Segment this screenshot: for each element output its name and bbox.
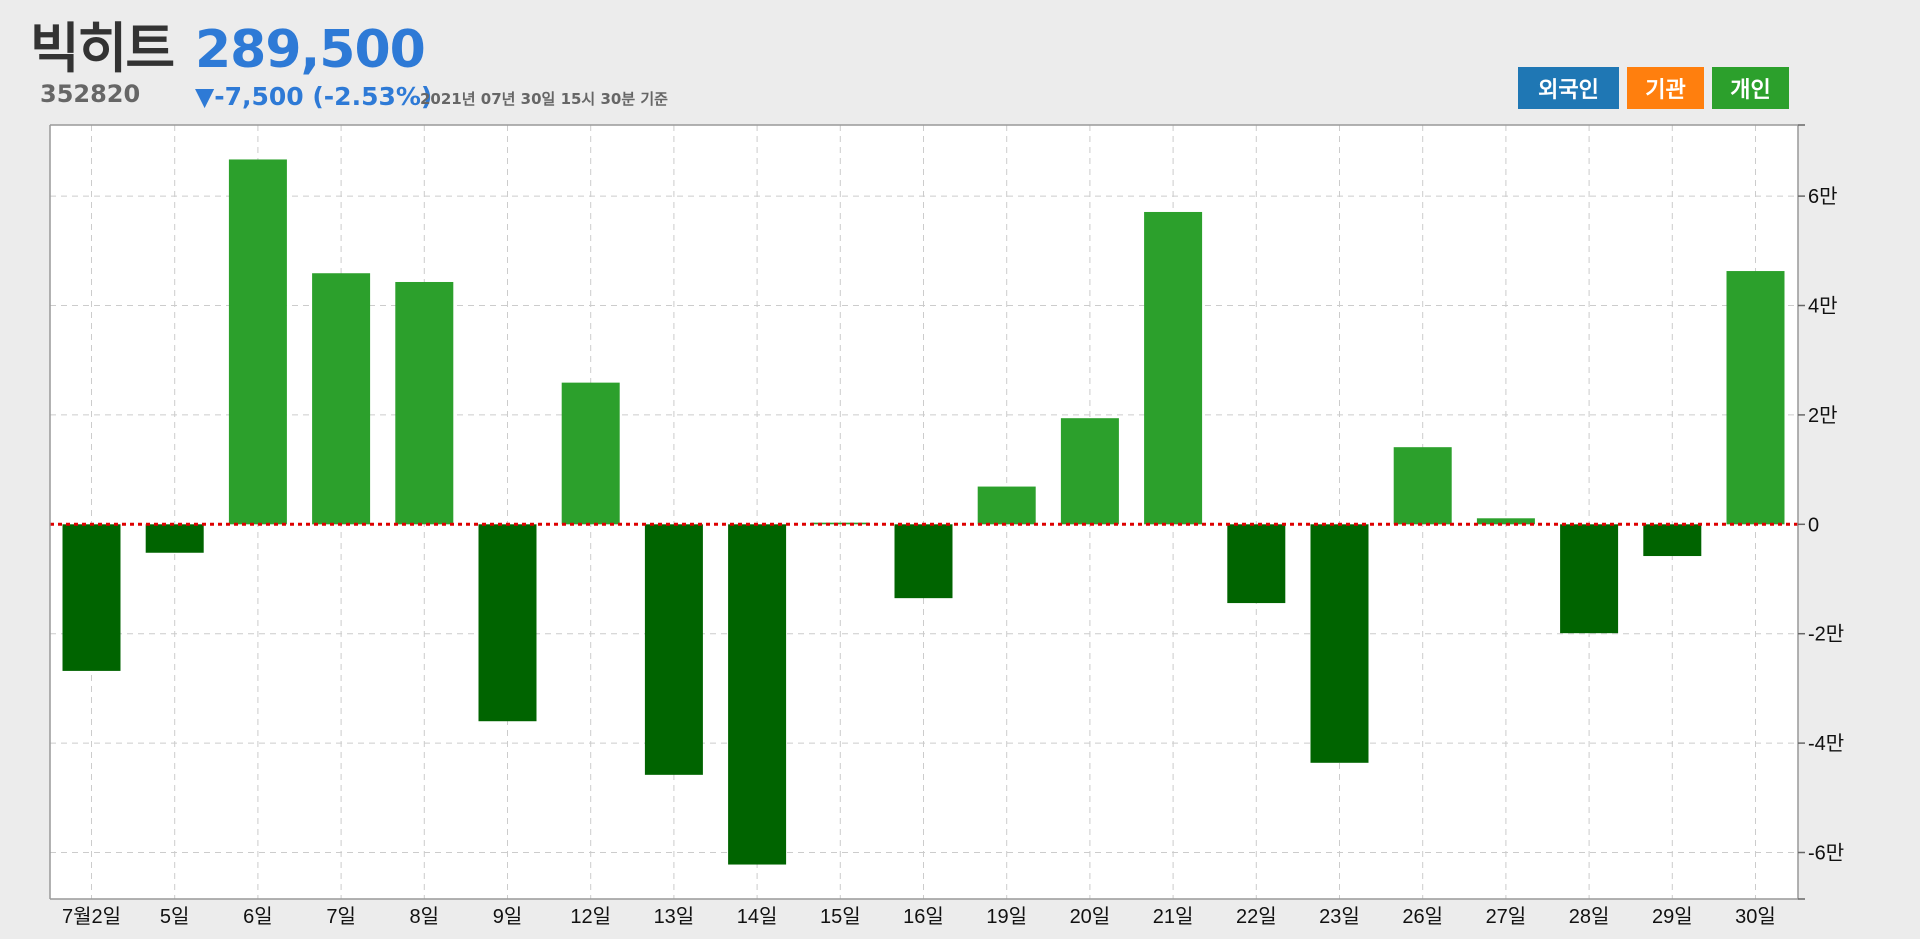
x-tick-label: 9일 — [493, 905, 523, 928]
bar — [1643, 524, 1702, 557]
x-tick-label: 30일 — [1735, 905, 1776, 928]
bar — [894, 524, 953, 599]
x-tick-label: 13일 — [654, 905, 695, 928]
x-tick-label: 6일 — [243, 905, 273, 928]
x-tick-label: 29일 — [1652, 905, 1693, 928]
bar — [1144, 211, 1203, 525]
legend-individual-button[interactable]: 개인 — [1712, 67, 1789, 109]
y-tick-label: -6만 — [1808, 842, 1844, 865]
bar — [312, 273, 371, 525]
x-tick-label: 19일 — [986, 905, 1027, 928]
y-tick-label: 4만 — [1808, 295, 1838, 318]
bar — [1476, 518, 1535, 525]
x-tick-label: 12일 — [570, 905, 611, 928]
bar — [62, 524, 121, 671]
x-tick-label: 14일 — [737, 905, 778, 928]
bar — [1227, 524, 1286, 604]
bar — [1310, 524, 1369, 763]
bar — [1560, 524, 1619, 634]
x-tick-label: 26일 — [1402, 905, 1443, 928]
price-change: ▼-7,500 (-2.53%) — [195, 82, 433, 111]
x-tick-label: 23일 — [1319, 905, 1360, 928]
y-tick-label: 6만 — [1808, 185, 1838, 208]
x-tick-label: 21일 — [1153, 905, 1194, 928]
bar — [145, 524, 204, 553]
bar — [478, 524, 537, 722]
x-tick-label: 16일 — [903, 905, 944, 928]
bar — [811, 522, 870, 525]
timestamp: 2021년 07년 30일 15시 30분 기준 — [420, 90, 668, 108]
bar — [395, 281, 454, 525]
legend-foreign-button[interactable]: 외국인 — [1518, 67, 1619, 109]
x-tick-label: 7월2일 — [62, 905, 121, 928]
x-tick-label: 5일 — [160, 905, 190, 928]
x-tick-label: 8일 — [410, 905, 440, 928]
bar — [977, 486, 1036, 525]
bar — [644, 524, 703, 775]
stock-code: 352820 — [40, 80, 141, 108]
x-tick-label: 28일 — [1569, 905, 1610, 928]
bar — [228, 159, 287, 525]
x-tick-label: 20일 — [1070, 905, 1111, 928]
stock-name: 빅히트 — [30, 17, 175, 80]
y-tick-label: -2만 — [1808, 623, 1844, 646]
bar — [1060, 418, 1119, 525]
investor-legend: 외국인 기관 개인 — [1518, 67, 1789, 109]
bar — [1393, 447, 1452, 525]
x-tick-label: 15일 — [820, 905, 861, 928]
bar — [561, 382, 620, 525]
y-tick-label: 2만 — [1808, 404, 1838, 427]
bar — [1726, 271, 1785, 525]
legend-institution-button[interactable]: 기관 — [1627, 67, 1704, 109]
y-tick-label: 0 — [1808, 514, 1819, 536]
current-price: 289,500 — [195, 20, 426, 80]
x-tick-label: 27일 — [1486, 905, 1527, 928]
x-tick-label: 7일 — [326, 905, 356, 928]
x-tick-label: 22일 — [1236, 905, 1277, 928]
y-tick-label: -4만 — [1808, 732, 1844, 755]
bar — [728, 524, 787, 865]
